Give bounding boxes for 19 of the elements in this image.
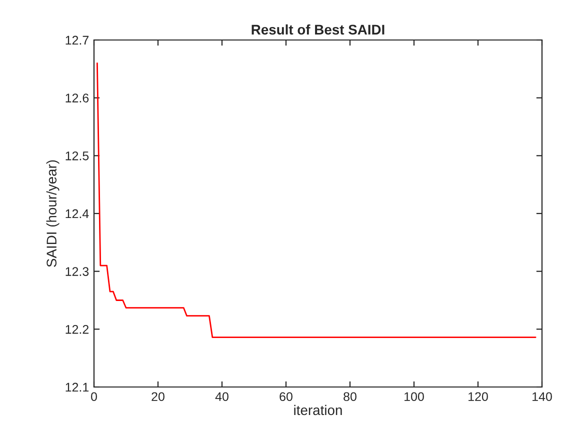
- y-tick-label: 12.5: [66, 151, 89, 160]
- y-axis-title: SAIDI (hour/year): [46, 160, 60, 267]
- y-tick-label: 12.1: [66, 382, 89, 392]
- x-tick-label: 120: [468, 392, 488, 402]
- x-tick-label: 80: [344, 392, 356, 402]
- x-tick-label: 100: [404, 392, 424, 402]
- chart-title: Result of Best SAIDI: [252, 24, 384, 35]
- x-tick-label: 40: [215, 392, 228, 402]
- x-tick-label: 140: [532, 392, 552, 402]
- x-tick-label: 0: [91, 392, 97, 402]
- x-tick-label: 20: [152, 392, 164, 402]
- y-tick-label: 12.3: [66, 267, 89, 276]
- y-tick-label: 12.4: [66, 209, 89, 218]
- x-axis-title: iteration: [294, 404, 342, 416]
- y-tick-label: 12.2: [66, 324, 89, 334]
- x-tick-label: 60: [280, 392, 292, 402]
- y-tick-label: 12.7: [66, 36, 89, 45]
- line-series: [96, 62, 536, 338]
- y-tick-label: 12.6: [66, 94, 89, 102]
